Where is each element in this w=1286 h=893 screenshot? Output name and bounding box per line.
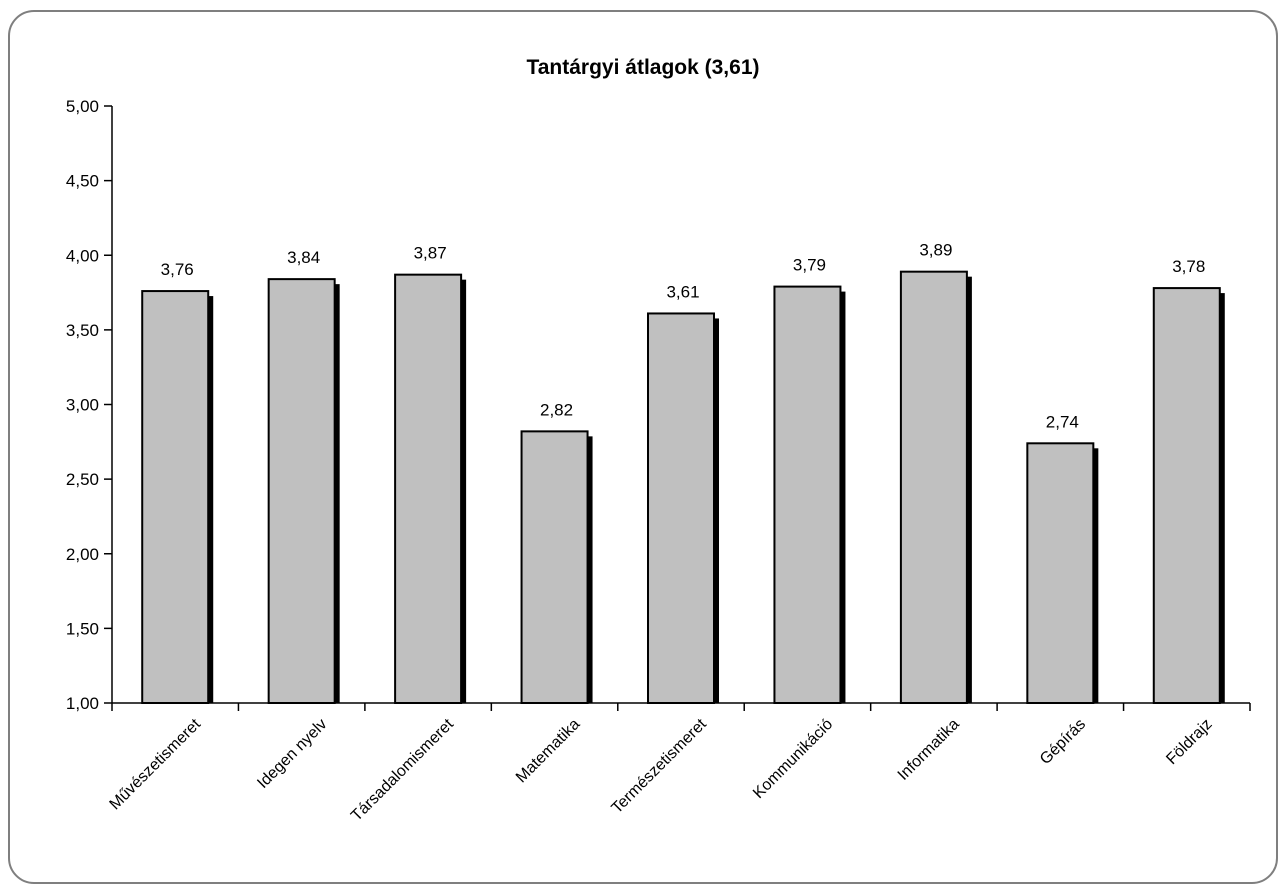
category-label: Idegen nyelv — [254, 716, 330, 792]
category-label: Társadalomismeret — [348, 715, 457, 824]
data-label: 3,89 — [919, 241, 952, 260]
data-label: 3,87 — [414, 244, 447, 263]
y-tick-label: 3,00 — [66, 396, 99, 415]
category-label: Kommunikáció — [750, 716, 836, 802]
category-label: Művészetismeret — [107, 715, 205, 813]
y-tick-label: 1,00 — [66, 694, 99, 713]
category-label: Földrajz — [1163, 716, 1215, 768]
category-label: Természetismeret — [609, 715, 711, 817]
data-label: 3,76 — [161, 260, 194, 279]
data-label: 3,79 — [793, 256, 826, 275]
bar — [899, 270, 968, 704]
category-label: Informatika — [895, 716, 963, 784]
bars — [141, 270, 1225, 704]
y-axis: 1,00 1,50 2,00 2,50 3,00 3,50 4,00 4,50 5,00 — [66, 97, 113, 713]
bar — [394, 273, 463, 704]
data-label: 3,78 — [1172, 257, 1205, 276]
data-label: 3,84 — [287, 248, 320, 267]
y-tick-label: 1,50 — [66, 619, 99, 638]
bar — [773, 285, 842, 704]
y-tick-label: 3,50 — [66, 321, 99, 340]
y-tick-label: 4,50 — [66, 172, 99, 191]
bar — [1152, 287, 1221, 704]
category-label: Matematika — [513, 716, 584, 787]
bar — [520, 430, 589, 704]
data-label: 3,61 — [666, 282, 699, 301]
value-labels: 3,76 3,84 3,87 2,82 3,61 3,79 3,89 2,74 3,78 — [161, 241, 1206, 432]
y-tick-label: 5,00 — [66, 97, 99, 116]
y-tick-label: 2,00 — [66, 545, 99, 564]
data-label: 2,82 — [540, 400, 573, 419]
bar — [267, 278, 336, 704]
data-label: 2,74 — [1046, 412, 1079, 431]
bar — [1026, 442, 1095, 704]
bar — [141, 290, 210, 704]
y-tick-label: 2,50 — [66, 470, 99, 489]
category-labels: Művészetismeret Idegen nyelv Társadalomism… — [107, 715, 1216, 824]
x-axis — [111, 702, 1251, 711]
y-tick-label: 4,00 — [66, 246, 99, 265]
category-label: Gépírás — [1037, 716, 1089, 768]
chart-title: Tantárgyi átlagok (3,61) — [526, 56, 759, 79]
bar — [647, 312, 715, 704]
